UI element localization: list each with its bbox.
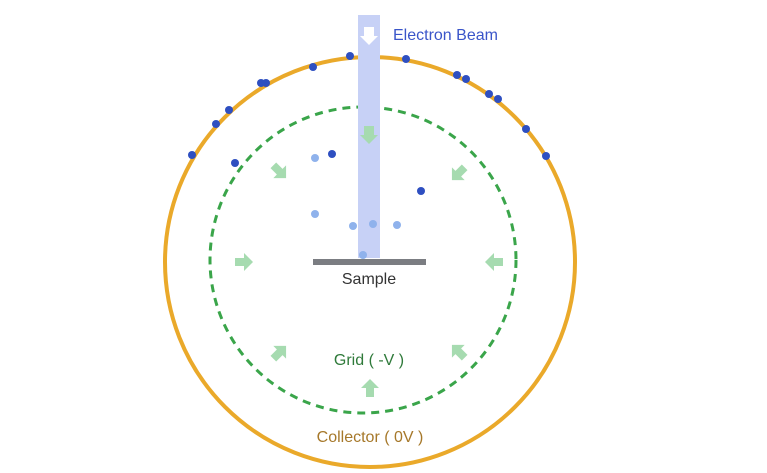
collector-label: Collector ( 0V ) <box>317 429 424 446</box>
secondary-electrons <box>311 154 401 259</box>
beam-arrow <box>360 126 378 144</box>
beam-label: Electron Beam <box>393 27 498 44</box>
collected-electrons <box>188 52 550 195</box>
grid-label: Grid ( -V ) <box>334 352 404 369</box>
beam-arrow <box>360 27 378 45</box>
sample-label: Sample <box>342 271 396 288</box>
sample-plate <box>313 259 426 265</box>
